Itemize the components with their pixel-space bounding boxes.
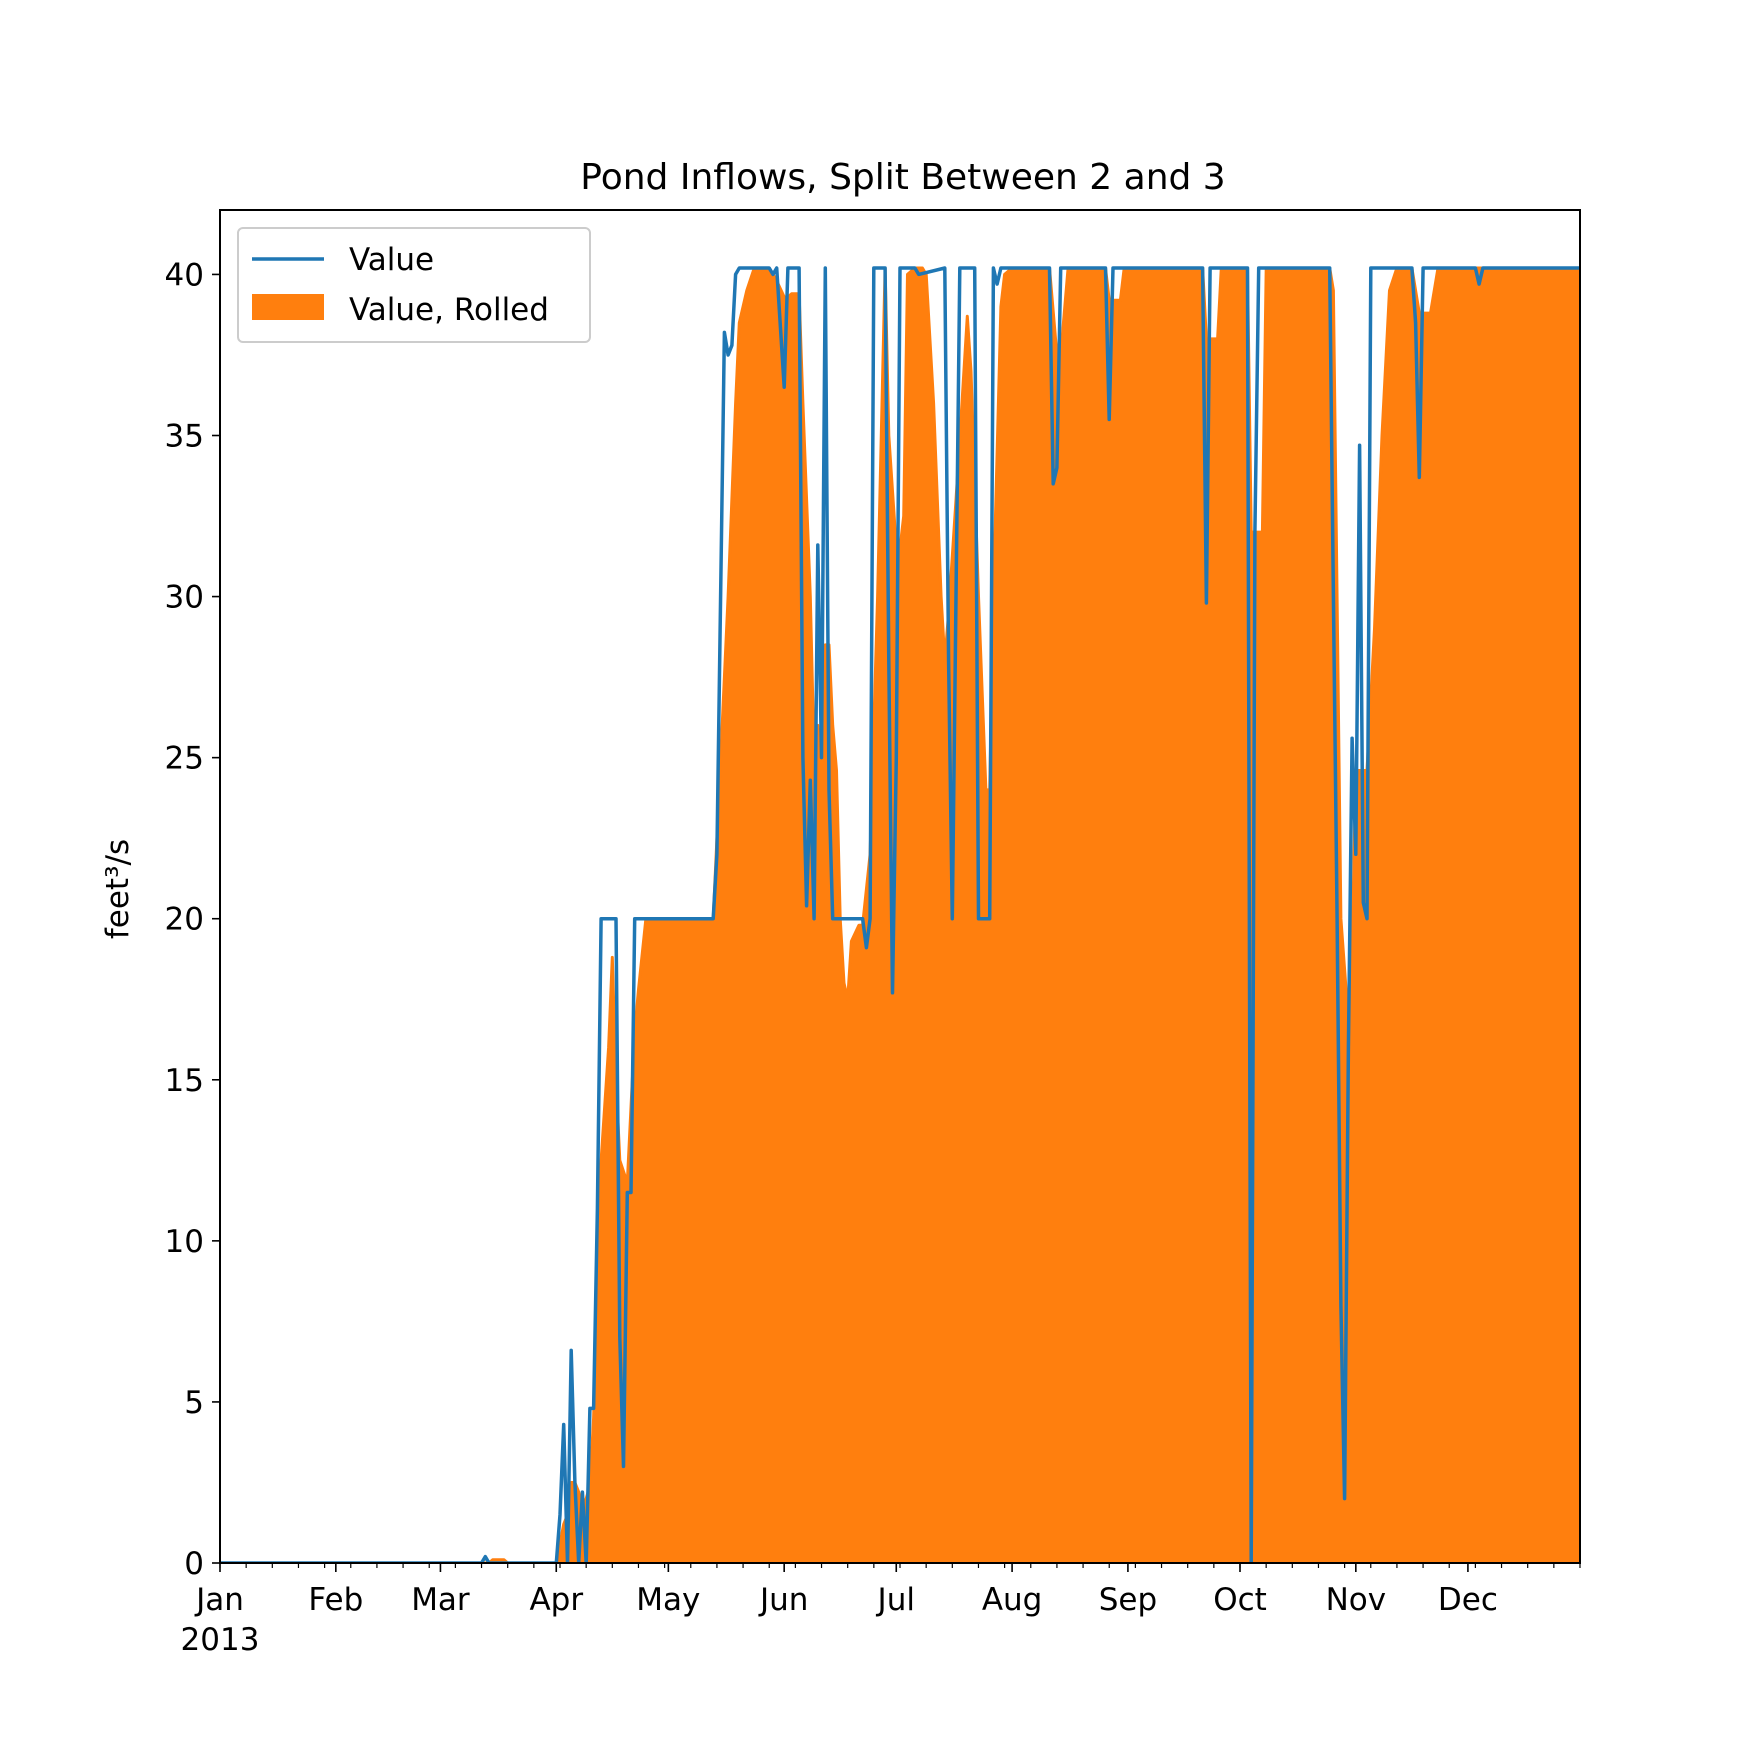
x-tick-label: Jun — [758, 1582, 808, 1618]
y-tick-label: 20 — [165, 902, 204, 938]
x-year-label: 2013 — [181, 1622, 260, 1658]
x-tick-label: Apr — [529, 1582, 583, 1618]
legend-label-value-rolled: Value, Rolled — [349, 292, 549, 328]
y-tick-label: 30 — [165, 580, 204, 616]
x-tick-label: Oct — [1213, 1582, 1267, 1618]
x-tick-label: Dec — [1438, 1582, 1498, 1618]
x-tick-label: Jan — [194, 1582, 244, 1618]
y-tick-label: 0 — [184, 1546, 204, 1582]
y-tick-label: 15 — [165, 1063, 204, 1099]
y-tick-label: 25 — [165, 741, 204, 777]
y-tick-label: 40 — [165, 257, 204, 293]
series-line-value — [220, 266, 1580, 1563]
legend-swatch-value-rolled — [252, 294, 324, 320]
x-tick-label: Nov — [1326, 1582, 1387, 1618]
y-tick-label: 5 — [184, 1385, 204, 1421]
y-tick-label: 35 — [165, 419, 204, 455]
legend: Value Value, Rolled — [237, 227, 591, 343]
legend-label-value: Value — [349, 242, 434, 278]
x-tick-label: Mar — [411, 1582, 470, 1618]
x-tick-label: Sep — [1099, 1582, 1157, 1618]
chart-title: Pond Inflows, Split Between 2 and 3 — [580, 157, 1225, 198]
x-tick-label: Jul — [876, 1582, 915, 1618]
plot-frame — [219, 209, 1581, 1564]
legend-box — [237, 227, 591, 343]
x-tick-label: May — [636, 1582, 700, 1618]
axes: 0 5 10 15 20 25 30 35 40 Jan Feb Mar Apr May Jun Jul Aug… — [165, 209, 1581, 1658]
plot-area — [220, 266, 1580, 1563]
series-group — [220, 266, 1580, 1563]
y-tick-label: 10 — [165, 1224, 204, 1260]
x-tick-label: Aug — [982, 1582, 1043, 1618]
y-axis-label: feet³/s — [100, 839, 136, 939]
x-tick-label: Feb — [308, 1582, 363, 1618]
